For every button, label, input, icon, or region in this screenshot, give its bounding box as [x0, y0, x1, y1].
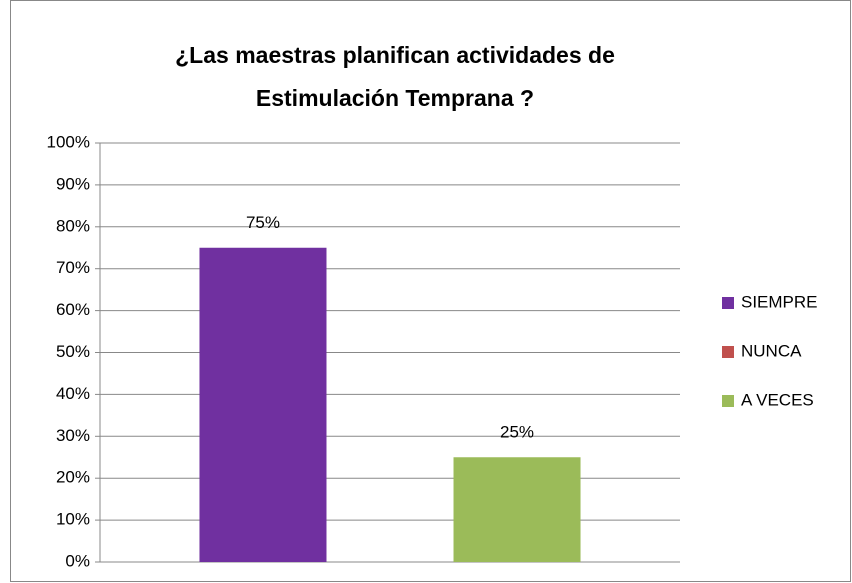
bar: [199, 247, 327, 562]
legend-swatch: [722, 297, 734, 309]
y-tick-label: 80%: [56, 216, 90, 235]
y-tick-label: 90%: [56, 174, 90, 193]
y-tick-label: 70%: [56, 258, 90, 277]
y-tick-label: 20%: [56, 468, 90, 487]
y-tick-label: 40%: [56, 384, 90, 403]
chart-title: ¿Las maestras planifican actividades de …: [175, 42, 615, 111]
legend-label: A VECES: [741, 390, 814, 409]
y-tick-label: 10%: [56, 510, 90, 529]
y-tick-label: 0%: [65, 551, 90, 570]
y-tick-label: 30%: [56, 426, 90, 445]
y-tick-label: 60%: [56, 300, 90, 319]
legend-swatch: [722, 346, 734, 358]
chart-border: [10, 0, 851, 582]
legend-label: NUNCA: [741, 341, 802, 360]
y-tick-label: 50%: [56, 342, 90, 361]
bar: [453, 457, 581, 562]
y-tick-label: 100%: [47, 132, 90, 151]
data-label: 75%: [246, 213, 280, 232]
legend-label: SIEMPRE: [741, 292, 818, 311]
legend-swatch: [722, 395, 734, 407]
data-label: 25%: [500, 423, 534, 442]
